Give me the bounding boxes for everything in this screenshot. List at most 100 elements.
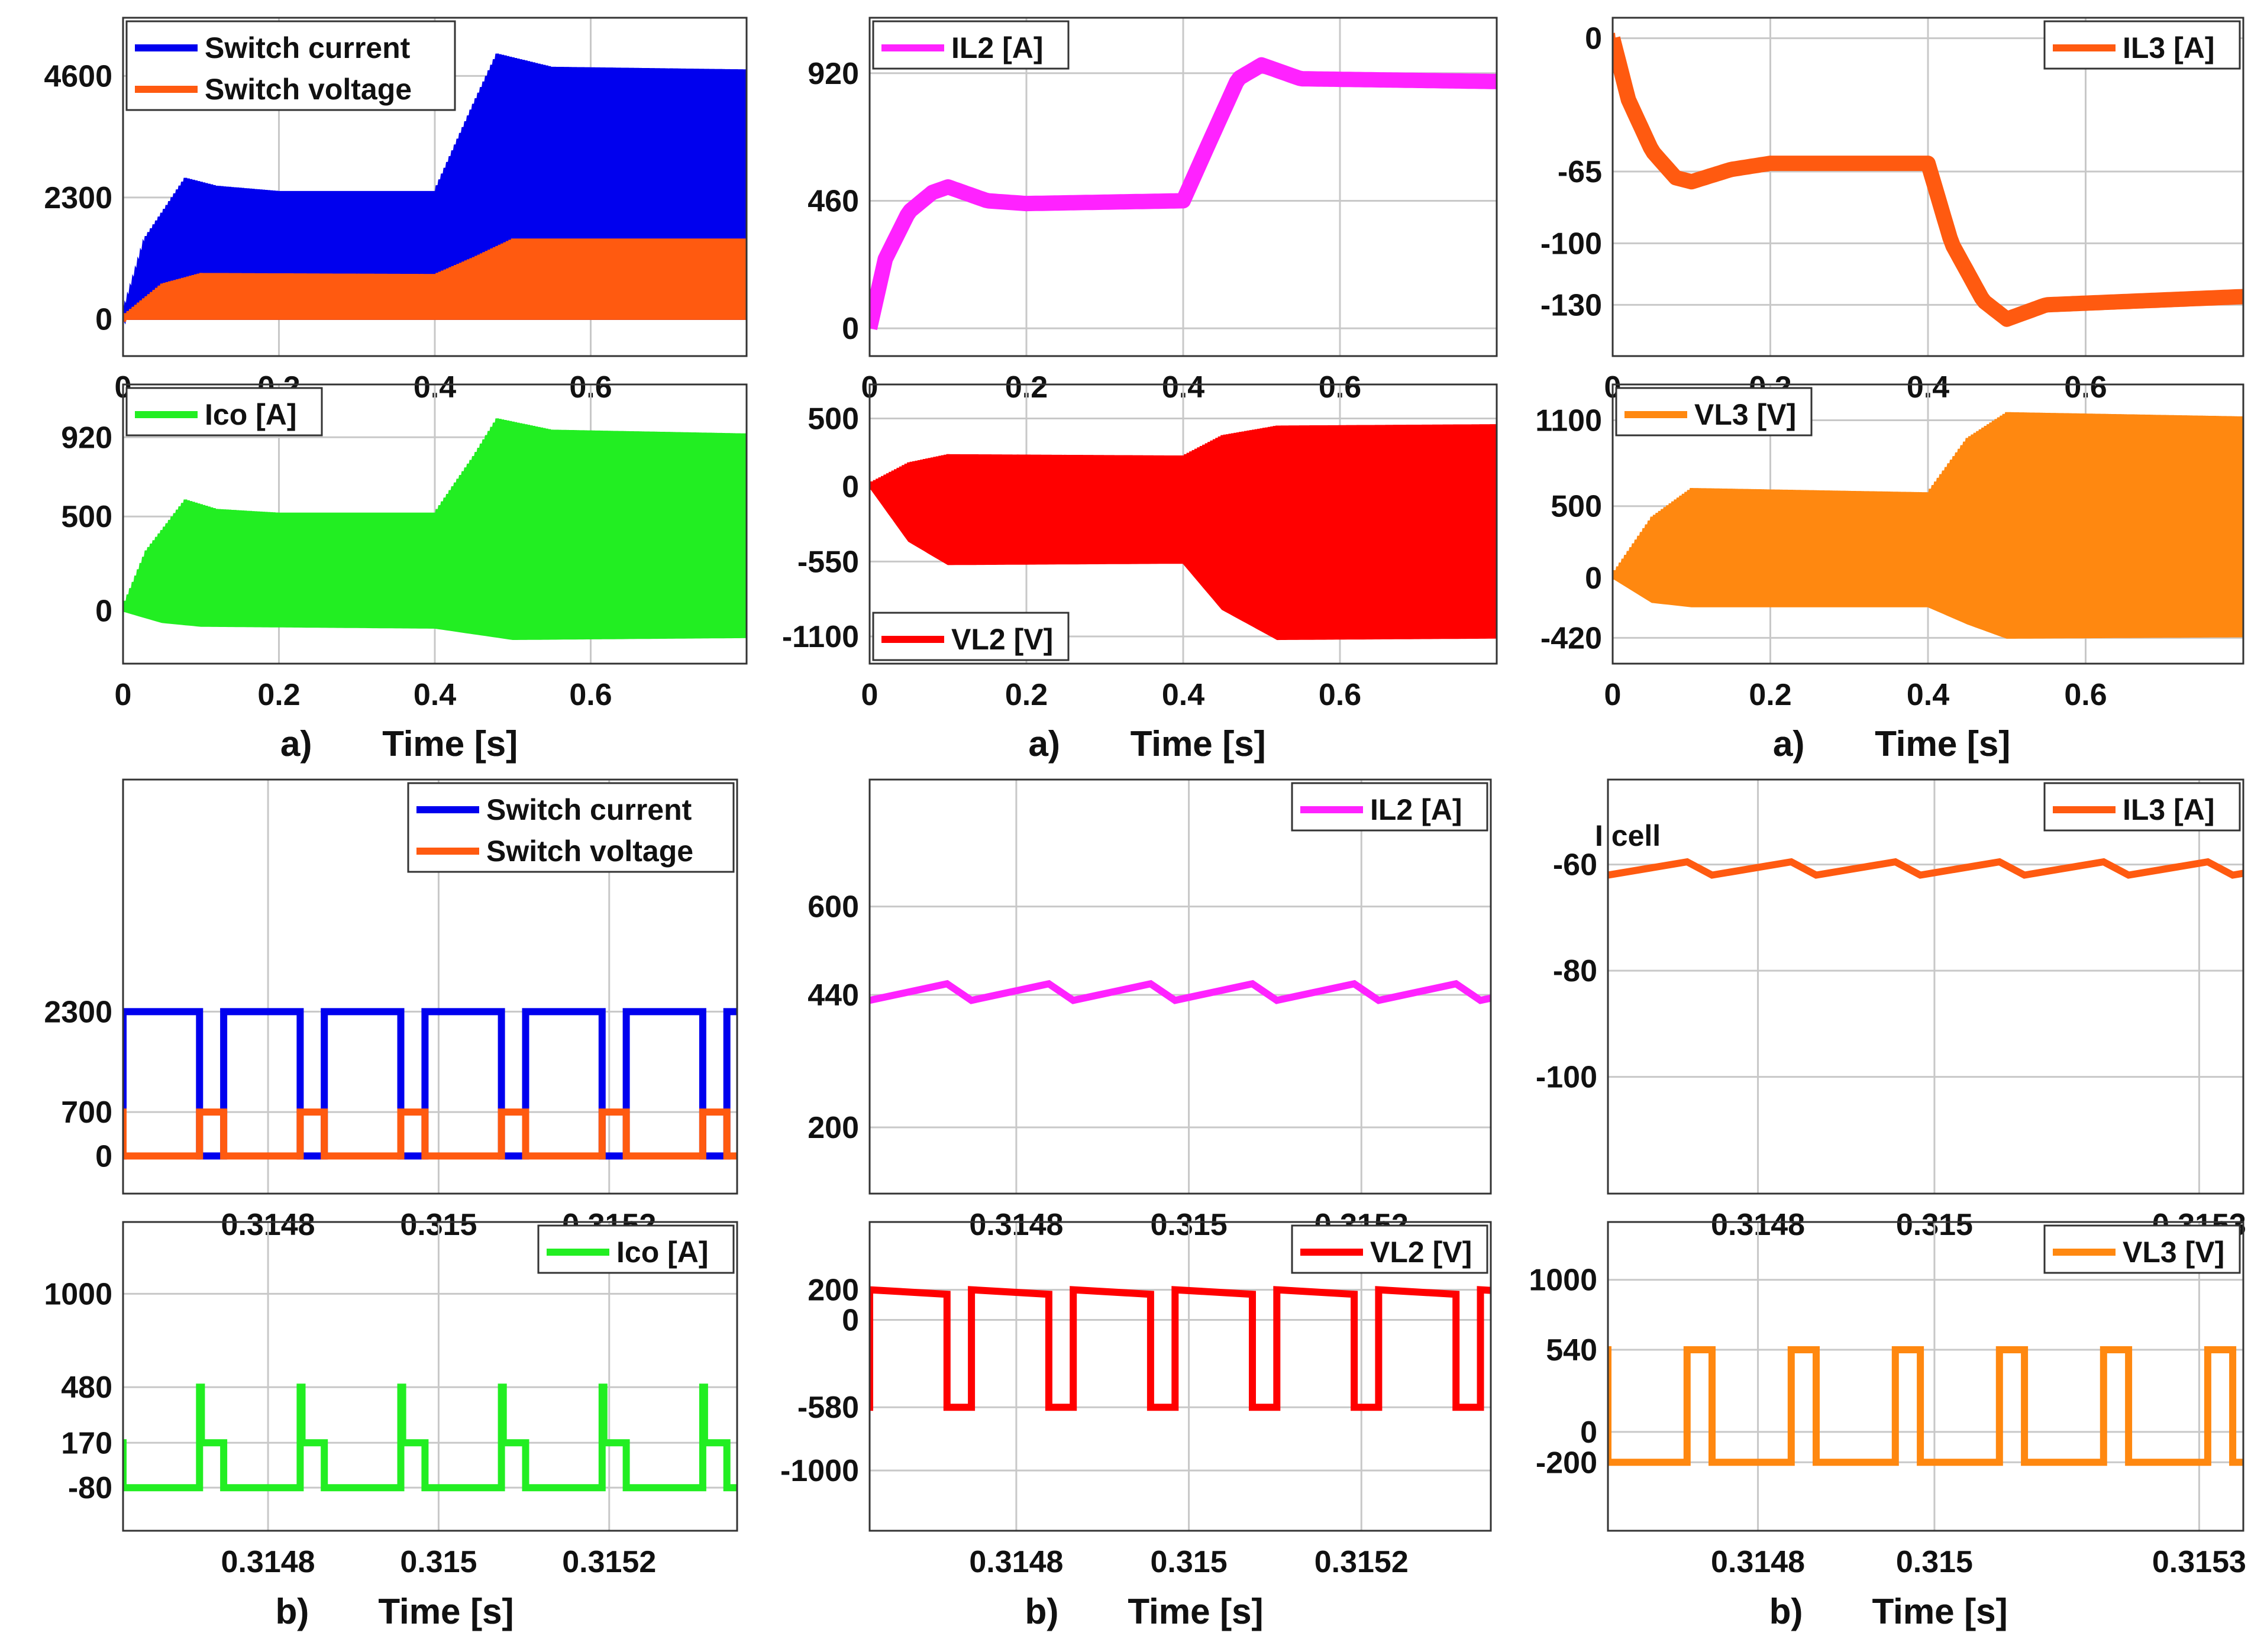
plot-area (768, 984, 1684, 1000)
x-tick-label: 0.6 (569, 678, 612, 712)
y-tick-label: 0 (95, 594, 112, 629)
caption-label: b) (1025, 1592, 1059, 1631)
caption-label: a) (1029, 724, 1060, 764)
legend: VL2 [V] (1292, 1226, 1487, 1273)
x-axis-label: Time [s] (1131, 724, 1266, 764)
series-line (1504, 1350, 2264, 1462)
legend: Ico [A] (127, 388, 322, 435)
panel-b6: 1000 540 0-200 0.3148 0.315 0.3153 b) Time [s] V… (1504, 1222, 2264, 1631)
caption-label: a) (280, 724, 312, 764)
legend-label: IL2 [A] (951, 31, 1044, 64)
y-tick-label: -550 (797, 545, 859, 579)
legend: IL3 [A] (2045, 783, 2240, 830)
y-tick-label: 540 (1546, 1333, 1597, 1367)
x-tick-label: 0.3148 (221, 1545, 315, 1579)
axes-box (1608, 780, 2243, 1194)
x-tick-label: 0.2 (257, 678, 300, 712)
y-tick-label: -65 (1558, 155, 1602, 189)
x-tick-label: 0.4 (1907, 678, 1949, 712)
y-tick-label: -580 (797, 1391, 859, 1425)
legend-label: IL2 [A] (1370, 793, 1462, 826)
series-line (22, 1112, 928, 1156)
y-tick-label: 480 (61, 1370, 112, 1405)
legend-label: Ico [A] (616, 1236, 709, 1269)
x-axis-label: Time [s] (1875, 724, 2010, 764)
y-tick-label: 200 (808, 1273, 859, 1308)
x-tick-label: 0 (115, 678, 132, 712)
y-tick-label: 500 (61, 500, 112, 534)
legend: Ico [A] (538, 1226, 734, 1273)
legend-label: Switch voltage (205, 73, 412, 106)
x-tick-label: 0 (861, 678, 879, 712)
y-tick-label: 600 (808, 890, 859, 924)
x-tick-label: 0.6 (2064, 678, 2107, 712)
y-tick-label: 920 (808, 57, 859, 91)
y-tick-label: -100 (1540, 227, 1602, 261)
x-axis-label: Time [s] (378, 1592, 513, 1631)
y-tick-label: -1100 (782, 620, 859, 654)
panel-a4: 0 500 920 0 0.2 0.4 0.6 a) Time [s] Ico [A] (61, 384, 747, 764)
legend: Switch current Switch voltage (127, 21, 455, 110)
y-tick-label: 4600 (44, 59, 112, 93)
y-tick-label: 500 (1551, 490, 1602, 524)
legend-label: Switch current (205, 31, 411, 64)
y-tick-label: -420 (1540, 621, 1602, 655)
y-tick-label: 0 (95, 1139, 112, 1173)
caption-label: b) (276, 1592, 309, 1631)
series-line (22, 1011, 928, 1156)
y-tick-label: 0 (1585, 561, 1602, 596)
y-tick-label: -130 (1540, 288, 1602, 322)
x-tick-label: 0.4 (1162, 678, 1204, 712)
legend: Switch current Switch voltage (408, 783, 734, 872)
figure: 02300460000.20.40.6a)Time [s]Switch curr… (0, 0, 2264, 1652)
legend-label: IL3 [A] (2123, 793, 2215, 826)
legend-label: Ico [A] (205, 398, 297, 431)
x-tick-label: 0.3153 (2152, 1545, 2246, 1579)
y-tick-label: 1100 (1535, 404, 1602, 438)
y-tick-label: 0 (842, 1304, 859, 1338)
x-tick-label: 0.2 (1005, 678, 1048, 712)
x-axis-label: Time [s] (1872, 1592, 2008, 1631)
plot-area (1504, 1350, 2264, 1462)
y-tick-label: 1000 (1529, 1263, 1597, 1298)
x-tick-label: 0.315 (1151, 1545, 1228, 1579)
series-line (768, 984, 1684, 1000)
y-tick-label: -60 (1553, 848, 1597, 882)
panel-b1: 0 700 2300 0.3148 0.315 0.3152 b) Time [s] Switc… (22, 780, 928, 1631)
panel-b4: 1000 480 170 -80 0.3148 0.315 0.3152 b) Time [s]… (22, 1222, 928, 1631)
x-tick-label: 0.3152 (1315, 1545, 1409, 1579)
legend: VL3 [V] (2045, 1226, 2240, 1273)
x-tick-label: 0.3148 (969, 1545, 1063, 1579)
y-tick-label: 700 (61, 1095, 112, 1130)
x-tick-label: 0.3148 (1711, 1545, 1805, 1579)
legend-label: Switch voltage (486, 835, 693, 868)
legend-label: VL2 [V] (951, 623, 1053, 656)
caption-label: b) (1769, 1592, 1803, 1631)
legend-label: VL3 [V] (2123, 1236, 2224, 1269)
y-tick-label: 0 (95, 302, 112, 337)
annotation-text: I cell (1595, 819, 1661, 852)
y-tick-label: 460 (808, 184, 859, 218)
panel-a6: 11005000-4200 0.2 0.4 0.6a) Time [s]VL3 [V] (1535, 384, 2243, 764)
caption-label: a) (1773, 724, 1804, 764)
plot-area (22, 1011, 928, 1156)
legend-label: VL3 [V] (1694, 398, 1796, 431)
legend-label: IL3 [A] (2123, 31, 2215, 64)
y-tick-label: -100 (1536, 1061, 1597, 1095)
x-tick-label: 0.315 (400, 1545, 477, 1579)
x-tick-label: 0.3152 (562, 1545, 656, 1579)
y-tick-label: 0 (1580, 1415, 1597, 1450)
x-axis-label: Time [s] (382, 724, 518, 764)
x-tick-label: 0.2 (1749, 678, 1791, 712)
y-tick-label: 2300 (44, 995, 112, 1029)
x-tick-label: 0 (1604, 678, 1622, 712)
panel-b3: -60 -80 -100 0.3148 0.315 0.3153 b) Time [s] I c… (1504, 780, 2264, 1631)
legend: IL2 [A] (873, 21, 1068, 69)
y-tick-label: -1000 (780, 1454, 859, 1488)
legend: VL3 [V] (1616, 388, 1811, 435)
y-tick-label: -80 (68, 1471, 112, 1505)
y-tick-label: 2300 (44, 181, 112, 215)
legend: VL2 [V] (873, 613, 1068, 660)
y-tick-label: 170 (61, 1426, 112, 1460)
